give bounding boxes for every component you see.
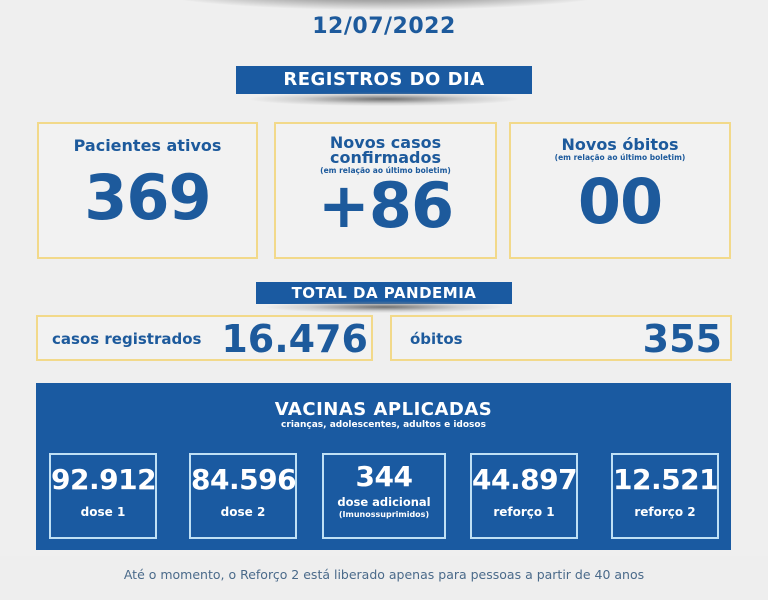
vaccine-dose2-box: 84.596 dose 2 xyxy=(189,453,297,539)
vaccine-additional-dose-box: 344 dose adicional (Imunossuprimidos) xyxy=(322,453,446,539)
card-title-line2: confirmados xyxy=(329,148,442,167)
card-title: Pacientes ativos xyxy=(73,136,222,155)
total-deaths-label: óbitos xyxy=(410,330,463,348)
total-cases-box: casos registrados 16.476 xyxy=(36,315,373,361)
banner-shadow xyxy=(266,301,502,313)
vaccine-dose1-box: 92.912 dose 1 xyxy=(49,453,157,539)
card-title-line1: Novos casos xyxy=(329,133,442,152)
daily-records-banner: REGISTROS DO DIA xyxy=(236,66,532,94)
footer-band xyxy=(0,556,768,600)
total-deaths-box: óbitos 355 xyxy=(390,315,732,361)
new-cases-value: +86 xyxy=(317,169,454,242)
card-subtitle: (em relação ao último boletim) xyxy=(554,153,686,162)
new-deaths-card: Novos óbitos (em relação ao último bolet… xyxy=(509,122,731,259)
vaccine-label: dose adicional xyxy=(337,495,431,509)
vaccine-booster2-box: 12.521 reforço 2 xyxy=(611,453,719,539)
card-title: Novos óbitos xyxy=(561,135,679,154)
vaccine-note: (Imunossuprimidos) xyxy=(338,510,430,519)
vaccines-panel: VACINAS APLICADAS crianças, adolescentes… xyxy=(36,383,731,550)
active-patients-card: Pacientes ativos 369 xyxy=(37,122,258,259)
vaccine-value: 44.897 xyxy=(472,463,578,496)
vaccine-label: dose 1 xyxy=(80,505,126,519)
vaccine-label: dose 2 xyxy=(220,505,266,519)
new-deaths-value: 00 xyxy=(577,165,663,238)
active-patients-value: 369 xyxy=(84,161,211,234)
total-cases-label: casos registrados xyxy=(52,330,202,348)
vaccines-title: VACINAS APLICADAS xyxy=(274,399,493,420)
top-decorative-shadow xyxy=(150,0,620,10)
vaccine-value: 92.912 xyxy=(51,463,157,496)
card-title: Novos casos confirmados xyxy=(276,133,495,167)
total-deaths-value: 355 xyxy=(642,317,722,361)
vaccines-subtitle: crianças, adolescentes, adultos e idosos xyxy=(281,420,486,430)
vaccine-booster1-box: 44.897 reforço 1 xyxy=(470,453,578,539)
banner-shadow xyxy=(250,92,518,106)
pandemic-total-banner: TOTAL DA PANDEMIA xyxy=(256,282,512,304)
footer-note: Até o momento, o Reforço 2 está liberado… xyxy=(123,567,645,582)
new-cases-card: Novos casos confirmados (em relação ao ú… xyxy=(274,122,497,259)
vaccine-label: reforço 2 xyxy=(634,505,696,519)
total-cases-value: 16.476 xyxy=(221,317,368,361)
bulletin-date: 12/07/2022 xyxy=(312,14,456,39)
card-subtitle: (em relação ao último boletim) xyxy=(320,166,451,175)
vaccine-label: reforço 1 xyxy=(493,505,555,519)
vaccine-value: 84.596 xyxy=(191,463,297,496)
vaccine-value: 12.521 xyxy=(613,463,719,496)
vaccine-value: 344 xyxy=(355,460,413,493)
